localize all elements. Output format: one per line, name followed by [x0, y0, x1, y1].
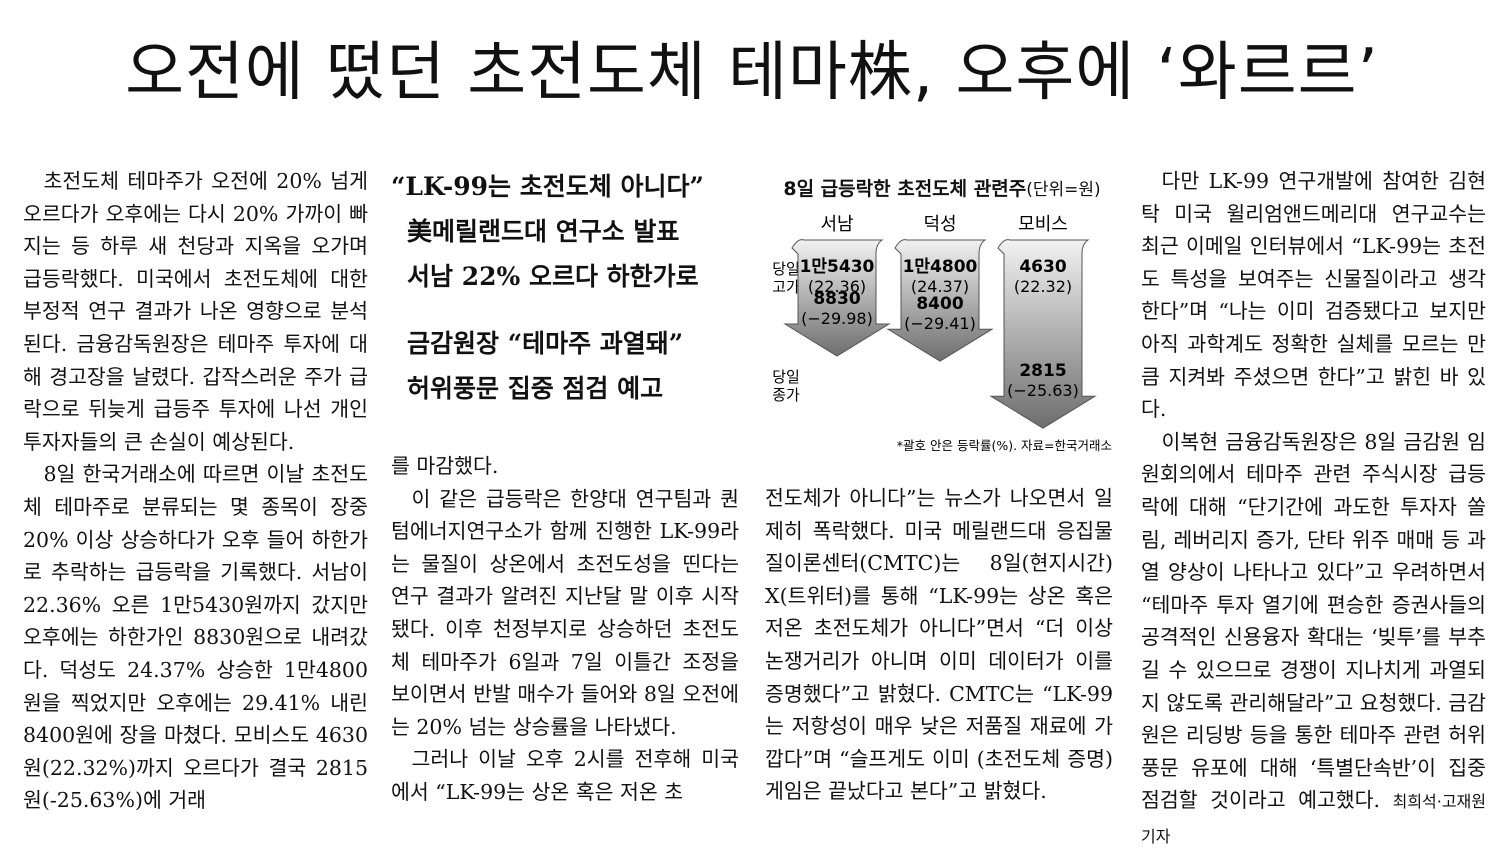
category-label: 서남	[820, 214, 853, 235]
paragraph-text: 이복현 금융감독원장은 8일 금감원 임원회의에서 테마주 관련 주식시장 급등…	[1141, 429, 1486, 813]
close-value-label: 2815	[1019, 361, 1066, 381]
close-value-label: 8400	[916, 294, 963, 314]
high-value-label: 1만5430	[800, 257, 875, 277]
row-label-close: 당일	[772, 368, 800, 386]
paragraph: 그러나 이날 오후 2시를 전후해 미국에서 “LK-99는 상온 혹은 저온 …	[391, 747, 739, 804]
chart-title-text: 8일 급등락한 초전도체 관련주	[783, 178, 1027, 200]
row-label-high: 고가	[772, 278, 800, 296]
chart-svg: 당일고가당일종가서남1만5430(22.36)8830(−29.98)덕성1만4…	[772, 214, 1112, 453]
close-value-label: 8830	[813, 289, 860, 309]
article-column-3: 전도체가 아니다”는 뉴스가 나오면서 일제히 폭락했다. 미국 메릴랜드대 응…	[765, 482, 1113, 808]
stock-chart: 8일 급등락한 초전도체 관련주(단위=원) 당일 고가 당일 종가 서남 1만5430(…	[760, 170, 1120, 460]
subheads: “LK-99는 초전도체 아니다” 美메릴랜드대 연구소 발표 서남 22% 오…	[391, 164, 739, 411]
high-value-label: 4630	[1019, 257, 1066, 277]
paragraph: 초전도체 테마주가 오전에 20% 넘게 오르다가 오후에는 다시 20% 가까…	[23, 169, 368, 454]
close-pct-label: (−29.41)	[904, 314, 976, 333]
article-column-4: 다만 LK-99 연구개발에 참여한 김현탁 미국 윌리엄앤드메리대 연구교수는…	[1141, 165, 1486, 853]
paragraph: 를 마감했다.	[391, 454, 499, 478]
subhead: 美메릴랜드대 연구소 발표	[407, 217, 680, 246]
high-pct-label: (24.37)	[911, 277, 969, 296]
arrow-bar	[783, 239, 891, 357]
category-label: 덕성	[923, 214, 956, 235]
article-column-2: 를 마감했다. 이 같은 급등락은 한양대 연구팀과 퀀텀에너지연구소가 함께 …	[391, 450, 739, 809]
subhead: 서남 22% 오르다 하한가로	[407, 262, 699, 291]
high-value-label: 1만4800	[903, 257, 978, 277]
close-pct-label: (−25.63)	[1007, 381, 1079, 400]
subhead: 금감원장 “테마주 과열돼”	[407, 329, 684, 358]
paragraph: 다만 LK-99 연구개발에 참여한 김현탁 미국 윌리엄앤드메리대 연구교수는…	[1141, 169, 1486, 422]
chart-note: *괄호 안은 등락률(%). 자료=한국거래소	[897, 438, 1112, 453]
article-column-1: 초전도체 테마주가 오전에 20% 넘게 오르다가 오후에는 다시 20% 가까…	[23, 165, 368, 817]
arrow-bar	[989, 239, 1097, 429]
subhead: 허위풍문 집중 점검 예고	[407, 374, 664, 403]
paragraph: 8일 한국거래소에 따르면 이날 초전도체 테마주로 분류되는 몇 종목이 장중…	[23, 462, 368, 813]
paragraph: 이 같은 급등락은 한양대 연구팀과 퀀텀에너지연구소가 함께 진행한 LK-9…	[391, 486, 739, 739]
high-pct-label: (22.32)	[1014, 277, 1072, 296]
close-pct-label: (−29.98)	[801, 309, 873, 328]
chart-title: 8일 급등락한 초전도체 관련주(단위=원)	[764, 174, 1120, 201]
paragraph: 이복현 금융감독원장은 8일 금감원 임원회의에서 테마주 관련 주식시장 급등…	[1141, 426, 1486, 854]
high-pct-label: (22.36)	[808, 277, 866, 296]
byline: 최희석·고재원 기자	[1141, 792, 1486, 846]
headline: 오전에 떴던 초전도체 테마株, 오후에 ‘와르르’	[125, 36, 1379, 110]
arrow-bar	[886, 239, 994, 362]
subhead: “LK-99는 초전도체 아니다”	[391, 172, 704, 201]
chart-unit: (단위=원)	[1026, 180, 1101, 200]
category-label: 모비스	[1018, 214, 1068, 235]
row-label-close: 종가	[772, 386, 800, 404]
paragraph: 전도체가 아니다”는 뉴스가 나오면서 일제히 폭락했다. 미국 메릴랜드대 응…	[765, 486, 1113, 804]
row-label-high: 당일	[772, 260, 800, 278]
